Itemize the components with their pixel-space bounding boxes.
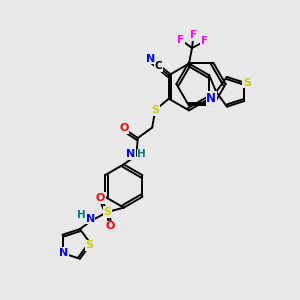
Text: F: F [190, 30, 197, 40]
Text: F: F [201, 36, 208, 46]
Text: O: O [96, 193, 105, 203]
Text: S: S [151, 105, 159, 115]
Text: N: N [146, 53, 155, 64]
Text: O: O [106, 221, 115, 231]
Text: N: N [59, 248, 69, 258]
Text: N: N [126, 149, 136, 159]
Text: S: S [103, 207, 111, 217]
Text: C: C [154, 61, 162, 71]
Text: S: S [85, 240, 93, 250]
Text: H: H [77, 210, 85, 220]
Text: N: N [85, 214, 95, 224]
Text: H: H [137, 149, 146, 159]
Text: F: F [177, 34, 184, 45]
Text: N: N [206, 92, 216, 105]
Text: O: O [119, 123, 128, 133]
Text: S: S [243, 78, 251, 88]
